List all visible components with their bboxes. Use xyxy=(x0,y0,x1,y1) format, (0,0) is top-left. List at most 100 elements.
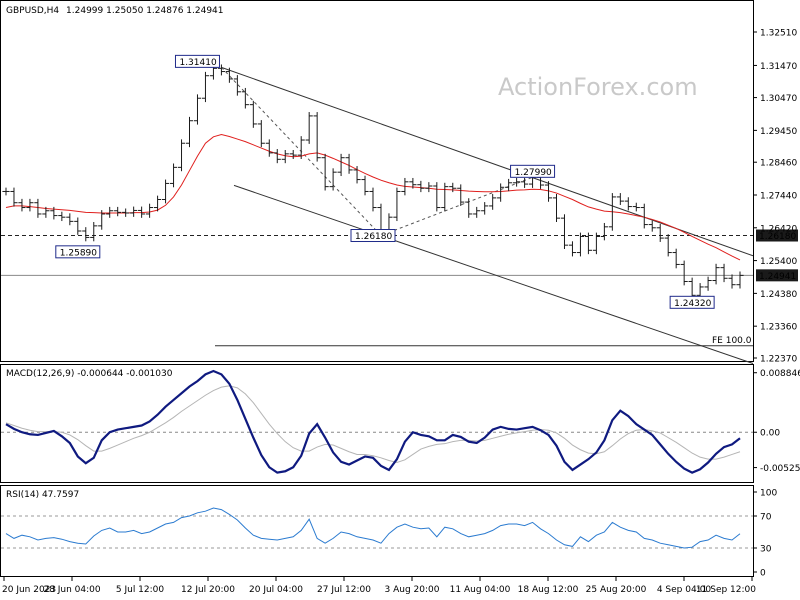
price-bar xyxy=(616,193,624,205)
x-tick-label: 20 Jun 2023 xyxy=(2,585,56,595)
price-tick-label: 1.28460 xyxy=(760,159,797,169)
rsi-line xyxy=(5,507,741,549)
level-tag-text: 1.26180 xyxy=(759,232,796,242)
price-bar xyxy=(114,206,122,217)
price-bar xyxy=(2,187,10,196)
price-bar xyxy=(122,208,130,217)
price-panel-frame xyxy=(0,0,754,362)
price-annotation-box xyxy=(669,295,715,309)
price-bar xyxy=(497,183,505,202)
price-annotation-box xyxy=(350,229,396,243)
price-bar xyxy=(153,195,162,212)
x-tick-label: 5 Jul 12:00 xyxy=(116,585,165,595)
price-bar xyxy=(656,223,664,242)
price-bar xyxy=(425,182,433,193)
level-tag-1: 1.24941 xyxy=(756,269,798,282)
price-bar xyxy=(146,203,154,218)
price-bar xyxy=(58,211,66,222)
price-bar xyxy=(680,260,688,286)
price-bar xyxy=(393,187,401,222)
price-bar xyxy=(257,120,265,148)
x-tick-label: 12 Jul 20:00 xyxy=(181,585,235,595)
price-bar xyxy=(449,182,457,193)
price-bar xyxy=(10,187,18,207)
price-annotation-box xyxy=(55,245,101,259)
price-bar xyxy=(26,198,34,212)
price-bar xyxy=(225,67,233,83)
price-bar xyxy=(409,177,417,189)
price-bar xyxy=(201,71,210,103)
price-annotation-text: 1.24320 xyxy=(674,299,711,309)
price-bar xyxy=(473,206,481,218)
x-tick-label: 4 Sep 04:00 xyxy=(657,585,712,595)
rsi-tick-label: 100 xyxy=(760,489,777,499)
price-tick-label: 1.24380 xyxy=(760,290,797,300)
x-tick-label: 18 Aug 12:00 xyxy=(518,585,579,595)
macd-tick-label: 0.008846 xyxy=(760,369,800,379)
symbol-label: GBPUSD,H4 1.24999 1.25050 1.24876 1.2494… xyxy=(6,6,224,16)
price-bar xyxy=(106,206,114,218)
price-bar xyxy=(345,153,353,174)
price-annotation-text: 1.27990 xyxy=(515,168,552,178)
price-tick-label: 1.30470 xyxy=(760,94,797,104)
price-bar xyxy=(82,227,90,242)
price-bar xyxy=(720,263,728,283)
level-tag-0: 1.26180 xyxy=(756,229,798,242)
rsi-tick-label: 0 xyxy=(760,569,766,579)
price-bar xyxy=(576,232,585,257)
price-bar xyxy=(489,194,497,210)
price-bar xyxy=(513,177,521,187)
price-annotation-box xyxy=(510,164,556,178)
price-bar xyxy=(672,248,680,269)
price-tick-label: 1.26420 xyxy=(760,224,797,234)
price-bar xyxy=(592,232,600,255)
price-annotation: 1.24320 xyxy=(669,295,715,309)
price-bar xyxy=(728,274,736,289)
price-bar xyxy=(98,210,106,230)
level-tag-box xyxy=(756,229,798,242)
macd-layer xyxy=(1,369,753,474)
price-bar xyxy=(712,263,720,285)
price-bar xyxy=(664,234,672,257)
price-bar xyxy=(329,168,337,191)
price-bar xyxy=(361,175,369,196)
macd-label: MACD(12,26,9) -0.000644 -0.001030 xyxy=(6,369,173,379)
macd-signal-line xyxy=(5,385,741,464)
price-bar xyxy=(353,166,361,184)
macd-tick-label: -0.005252 xyxy=(760,464,800,474)
price-annotation-box xyxy=(174,54,220,68)
price-bar xyxy=(273,149,281,164)
macd-line xyxy=(5,369,741,474)
price-bar xyxy=(608,193,616,231)
price-bar xyxy=(648,220,656,232)
price-bar xyxy=(217,64,226,76)
price-bar xyxy=(640,203,648,229)
price-bar xyxy=(704,276,712,291)
price-tick-label: 1.23360 xyxy=(760,323,797,333)
price-bar xyxy=(544,181,553,202)
price-bar xyxy=(520,177,529,188)
price-bar xyxy=(481,202,489,215)
price-bar xyxy=(50,206,58,220)
price-bar xyxy=(233,75,241,96)
price-bar xyxy=(241,87,249,109)
price-tick-label: 1.25400 xyxy=(760,257,797,267)
price-bar xyxy=(305,112,313,144)
price-bar xyxy=(433,182,441,212)
macd-tick-label: 0.00 xyxy=(760,429,780,439)
x-tick-label: 3 Aug 20:00 xyxy=(385,585,440,595)
price-bar xyxy=(337,153,345,177)
price-annotation-text: 1.26180 xyxy=(355,232,392,242)
price-bar xyxy=(369,187,377,212)
price-annotation: 1.26180 xyxy=(350,229,396,243)
price-bar xyxy=(265,139,273,157)
price-annotation: 1.27990 xyxy=(510,164,556,178)
rsi-layer xyxy=(1,507,753,549)
x-tick-label: 27 Jul 12:00 xyxy=(317,585,371,595)
price-bar xyxy=(161,179,170,204)
price-tick-label: 1.32510 xyxy=(760,29,797,39)
price-tick-label: 1.22370 xyxy=(760,355,797,365)
price-annotation-text: 1.31410 xyxy=(179,58,216,68)
price-bar xyxy=(289,149,297,159)
